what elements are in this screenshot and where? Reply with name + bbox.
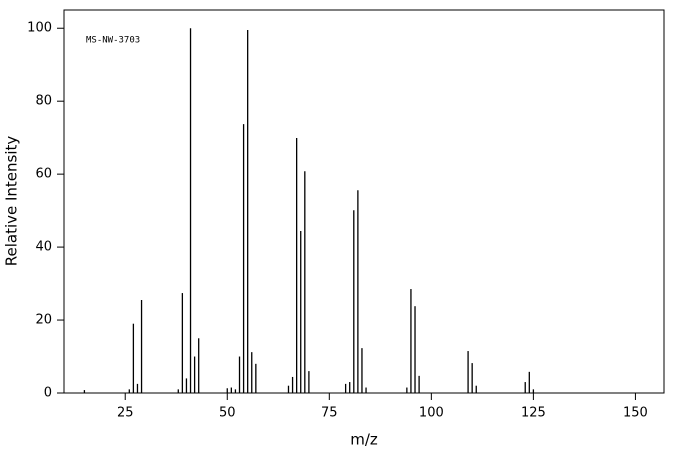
- x-tick-label: 50: [219, 406, 236, 421]
- annotation: MS-NW-3703: [86, 36, 140, 46]
- x-axis-label: m/z: [350, 431, 378, 449]
- x-tick-label: 25: [117, 406, 134, 421]
- x-tick-label: 100: [419, 406, 444, 421]
- x-tick-label: 150: [623, 406, 648, 421]
- y-tick-label: 0: [44, 386, 52, 401]
- y-axis-label: Relative Intensity: [3, 136, 21, 267]
- x-tick-label: 75: [321, 406, 338, 421]
- y-tick-label: 40: [35, 240, 52, 255]
- y-tick-label: 100: [27, 21, 52, 36]
- y-tick-label: 60: [35, 167, 52, 182]
- y-tick-label: 80: [35, 94, 52, 109]
- y-tick-label: 20: [35, 313, 52, 328]
- x-tick-label: 125: [521, 406, 546, 421]
- plot-frame: [63, 9, 665, 394]
